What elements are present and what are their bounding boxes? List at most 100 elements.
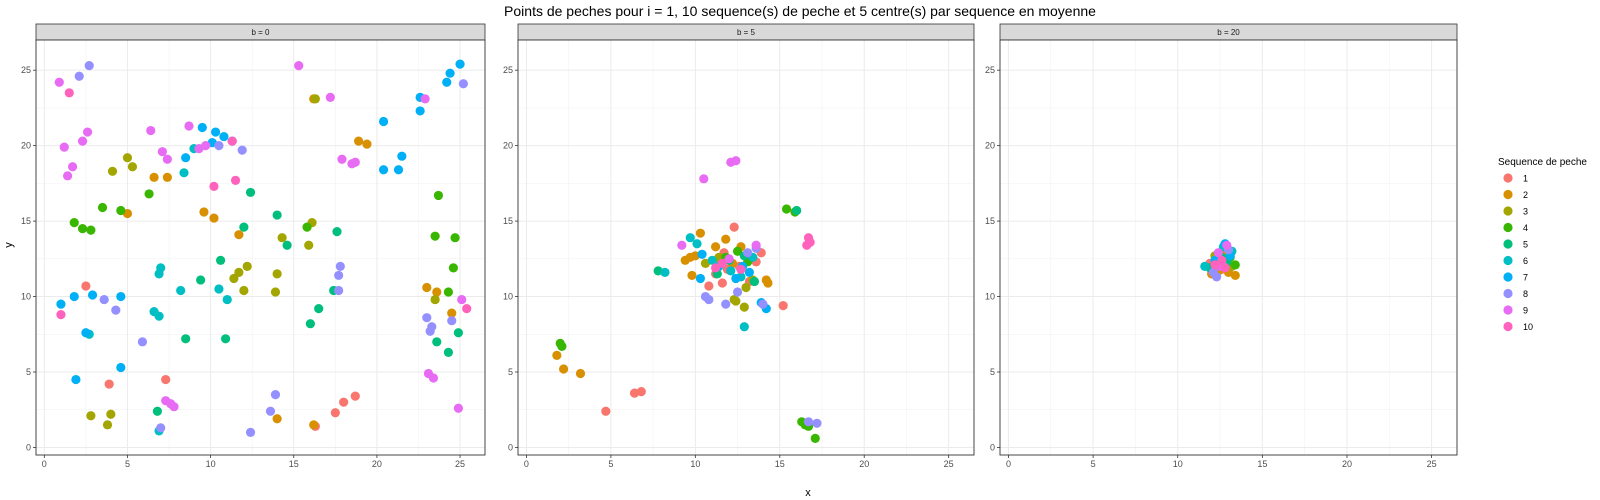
y-tick-label: 10 bbox=[21, 292, 31, 302]
data-point-seq-5 bbox=[220, 334, 231, 344]
legend-item: 4 bbox=[1503, 222, 1528, 233]
x-tick-label: 0 bbox=[1006, 459, 1011, 469]
data-point-seq-10 bbox=[1210, 260, 1220, 270]
data-point-seq-4 bbox=[86, 225, 96, 235]
legend-label: 1 bbox=[1523, 174, 1528, 184]
legend-label: 9 bbox=[1523, 306, 1528, 316]
data-point-seq-9 bbox=[169, 402, 179, 412]
data-point-seq-3 bbox=[234, 267, 244, 277]
data-point-seq-3 bbox=[242, 261, 252, 271]
data-point-seq-8 bbox=[99, 294, 109, 305]
data-point-seq-1 bbox=[729, 222, 739, 232]
y-tick-label: 10 bbox=[985, 292, 995, 302]
data-point-seq-9 bbox=[724, 254, 734, 264]
data-point-seq-3 bbox=[270, 287, 281, 297]
y-tick-label: 5 bbox=[508, 367, 513, 377]
data-point-seq-1 bbox=[601, 406, 611, 416]
data-point-seq-8 bbox=[425, 326, 435, 336]
data-point-seq-8 bbox=[214, 141, 224, 151]
x-tick-label: 15 bbox=[775, 459, 785, 469]
x-tick-label: 10 bbox=[1173, 459, 1183, 469]
data-point-seq-9 bbox=[420, 94, 430, 104]
legend-item: 9 bbox=[1503, 305, 1528, 316]
data-point-seq-4 bbox=[77, 224, 88, 234]
data-point-seq-3 bbox=[304, 240, 314, 250]
data-point-seq-2 bbox=[422, 282, 432, 293]
data-point-seq-3 bbox=[127, 162, 138, 172]
data-point-seq-3 bbox=[430, 294, 440, 305]
legend-label: 10 bbox=[1523, 322, 1533, 332]
data-point-seq-6 bbox=[660, 267, 670, 277]
y-tick-label: 0 bbox=[990, 442, 995, 452]
data-point-seq-9 bbox=[146, 125, 156, 136]
data-point-seq-6 bbox=[726, 266, 736, 276]
y-tick-label: 15 bbox=[985, 216, 995, 226]
panel-border bbox=[35, 39, 486, 456]
data-point-seq-6 bbox=[154, 311, 164, 321]
data-point-seq-1 bbox=[636, 387, 646, 397]
x-axis-title: x bbox=[805, 487, 811, 499]
data-point-seq-8 bbox=[721, 299, 731, 309]
legend: Sequence de peche 1 2 3 4 5 6 7 8 9 10 bbox=[1498, 157, 1587, 332]
data-point-seq-1 bbox=[104, 379, 114, 389]
data-point-seq-9 bbox=[350, 157, 360, 167]
data-point-seq-7 bbox=[731, 273, 741, 284]
data-point-seq-4 bbox=[781, 204, 792, 214]
data-point-seq-7 bbox=[697, 249, 707, 259]
data-point-seq-4 bbox=[732, 246, 743, 256]
x-tick-label: 25 bbox=[1427, 459, 1437, 469]
data-point-seq-3 bbox=[106, 409, 116, 419]
data-point-seq-9 bbox=[457, 294, 467, 305]
data-point-seq-1 bbox=[778, 301, 788, 311]
data-point-seq-4 bbox=[810, 433, 820, 443]
data-point-seq-9 bbox=[294, 61, 304, 71]
data-point-seq-9 bbox=[453, 403, 463, 413]
data-point-seq-7 bbox=[56, 299, 66, 309]
data-point-seq-9 bbox=[201, 141, 211, 151]
data-point-seq-10 bbox=[56, 310, 66, 320]
data-point-seq-3 bbox=[272, 269, 282, 279]
data-point-seq-4 bbox=[97, 202, 108, 213]
data-point-seq-7 bbox=[744, 267, 754, 277]
data-point-seq-2 bbox=[552, 350, 562, 360]
x-tick-label: 5 bbox=[1091, 459, 1096, 469]
legend-key bbox=[1503, 255, 1513, 266]
data-point-seq-7 bbox=[393, 165, 404, 175]
data-point-seq-5 bbox=[245, 187, 256, 198]
data-point-seq-2 bbox=[721, 234, 731, 244]
data-point-seq-5 bbox=[443, 347, 454, 357]
data-point-seq-8 bbox=[265, 406, 276, 416]
data-point-seq-4 bbox=[443, 287, 454, 297]
data-point-seq-4 bbox=[69, 218, 79, 228]
data-point-seq-10 bbox=[803, 233, 814, 243]
data-point-seq-7 bbox=[211, 127, 221, 137]
data-point-seq-6 bbox=[156, 263, 166, 273]
data-point-seq-7 bbox=[378, 165, 389, 175]
data-points bbox=[1200, 239, 1240, 282]
y-tick-label: 0 bbox=[508, 442, 513, 452]
legend-key bbox=[1503, 272, 1513, 282]
data-point-seq-5 bbox=[432, 337, 442, 347]
data-point-seq-6 bbox=[692, 239, 702, 249]
data-point-seq-9 bbox=[1213, 248, 1223, 258]
y-tick-label: 0 bbox=[26, 442, 31, 452]
legend-item: 8 bbox=[1503, 288, 1528, 299]
data-point-seq-9 bbox=[428, 373, 439, 383]
data-point-seq-3 bbox=[239, 285, 249, 296]
data-point-seq-10 bbox=[717, 258, 727, 268]
data-point-seq-1 bbox=[717, 278, 727, 288]
data-point-seq-9 bbox=[325, 92, 335, 102]
data-point-seq-8 bbox=[803, 417, 814, 427]
data-point-seq-8 bbox=[743, 248, 753, 258]
data-point-seq-6 bbox=[685, 233, 695, 243]
legend-item: 3 bbox=[1503, 206, 1528, 217]
y-tick-label: 15 bbox=[21, 216, 31, 226]
x-tick-label: 0 bbox=[524, 459, 529, 469]
data-point-seq-9 bbox=[82, 127, 93, 137]
data-point-seq-3 bbox=[107, 166, 118, 176]
y-tick-label: 25 bbox=[985, 65, 995, 75]
data-point-seq-9 bbox=[59, 142, 69, 152]
data-point-seq-8 bbox=[704, 294, 714, 305]
plot-background bbox=[36, 40, 485, 455]
data-point-seq-2 bbox=[559, 364, 569, 374]
